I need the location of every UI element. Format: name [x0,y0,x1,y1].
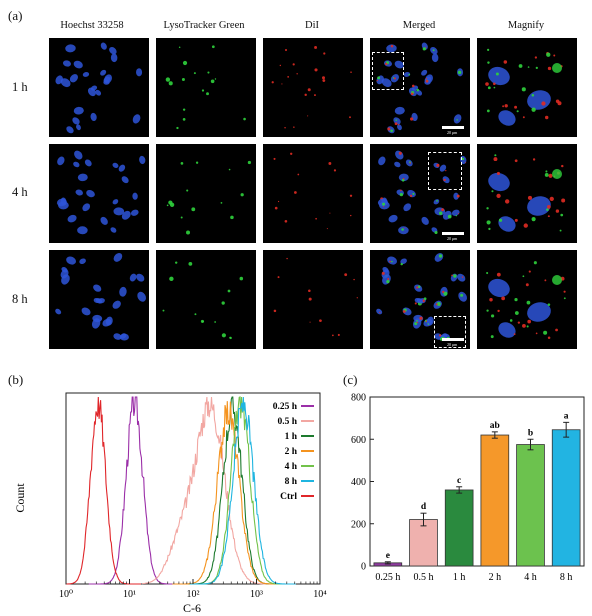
x-tick-label: 10² [187,589,200,600]
error-bar [456,486,463,494]
column-header-lysotracker: LysoTracker Green [163,20,245,31]
legend-label: 0.25 h [273,402,298,412]
scale-bar [442,126,464,129]
bar-1h [444,489,474,567]
bar-4h [516,444,545,567]
x-tick-label: 10⁰ [59,589,73,600]
micrograph-merged-row-3: 20 μm [370,250,470,349]
error-bar [563,421,570,438]
significance-letter: e [386,551,390,561]
flow-cytometry-histogram: 10⁰ 10¹ 10² 10³ 10⁴ 0.25 h 0.5 h 1 h 2 h 4 h 8 h C… [13,392,327,615]
magnified-region-box [434,316,466,348]
panel-b-label: (b) [8,372,24,387]
significance-letter: c [457,476,461,486]
magnified-region-box [372,52,404,90]
y-tick-label: 600 [351,435,366,446]
y-tick-label: 400 [351,477,366,488]
y-tick-label: 200 [351,519,366,530]
error-bar [527,438,534,451]
error-bar [420,512,427,527]
legend-label: 0.5 h [277,417,297,427]
x-category-label: 8 h [560,572,573,583]
histogram-x-axis-label: C-6 [183,601,201,615]
x-category-label: 4 h [524,572,537,583]
legend-label: 2 h [285,447,298,457]
micrograph-lysotracker-row-1 [156,38,256,137]
legend-label: 4 h [285,462,298,472]
histogram-y-axis-label: Count [13,483,27,513]
uptake-bar-chart: 0 200 400 600 800 0.25 h 0.5 h 1 h 2 h 4 h 8 h e d c… [351,393,585,583]
x-tick-label: 10⁴ [313,589,327,600]
error-bar [384,561,391,565]
row-label-4h: 4 h [12,185,28,199]
x-category-label: 2 h [489,572,502,583]
micrograph-magnify-row-3 [477,250,577,349]
micrograph-magnify-row-1 [477,38,577,137]
micrograph-hoechst-row-3 [49,250,149,349]
magnified-region-box [428,152,462,190]
row-label-8h: 8 h [12,292,28,306]
column-header-hoechst: Hoechst 33258 [60,20,124,31]
micrograph-magnify-row-2 [477,144,577,243]
y-tick-label: 0 [361,562,366,573]
histogram-legend: 0.25 h 0.5 h 1 h 2 h 4 h 8 h Ctrl [273,402,314,502]
bar-2h [480,434,510,567]
x-tick-label: 10¹ [123,589,136,600]
micrograph-dil-row-1 [263,38,363,137]
column-header-magnify: Magnify [507,20,545,31]
micrograph-dil-row-3 [263,250,363,349]
bar-8h [551,429,581,567]
x-category-label: 1 h [453,572,466,583]
scale-bar-label: 20 μm [447,130,458,135]
column-header-dil: DiI [305,20,319,31]
bar-chart-axes: 0 200 400 600 800 0.25 h 0.5 h 1 h 2 h 4 h 8 h [351,393,585,583]
y-tick-label: 800 [351,393,366,404]
legend-label: 1 h [285,432,298,442]
significance-letter: d [421,502,427,512]
significance-letter: a [564,411,569,421]
histogram-curve-8h [190,396,296,585]
histogram-curve-Ctrl [66,396,141,585]
micrograph-hoechst-row-2 [49,144,149,243]
micrograph-lysotracker-row-3 [156,250,256,349]
scale-bar [442,232,464,235]
panel-c-label: (c) [343,372,358,387]
error-bar [491,431,498,439]
legend-label: 8 h [285,477,298,487]
histogram-x-ticks: 10⁰ 10¹ 10² 10³ 10⁴ [59,579,327,600]
column-header-merged: Merged [402,20,436,31]
panel-a-label: (a) [8,8,23,23]
micrograph-hoechst-row-1 [49,38,149,137]
x-tick-label: 10³ [250,589,263,600]
scale-bar-label: 20 μm [447,342,458,347]
x-category-label: 0.25 h [375,572,400,583]
significance-letter: ab [490,421,500,431]
x-category-label: 0.5 h [414,572,434,583]
micrograph-merged-row-1: 20 μm [370,38,470,137]
bar-0_5h [409,519,438,567]
scale-bar [442,338,464,341]
bar-chart-bars: e d c ab b a [373,411,581,567]
significance-letter: b [528,428,533,438]
histogram-curves [66,396,296,585]
legend-label: Ctrl [280,492,297,502]
micrograph-lysotracker-row-2 [156,144,256,243]
micrograph-merged-row-2: 20 μm [370,144,470,243]
micrograph-dil-row-2 [263,144,363,243]
scale-bar-label: 20 μm [447,236,458,241]
row-label-1h: 1 h [12,80,28,94]
histogram-curve-0_5h [142,396,279,585]
